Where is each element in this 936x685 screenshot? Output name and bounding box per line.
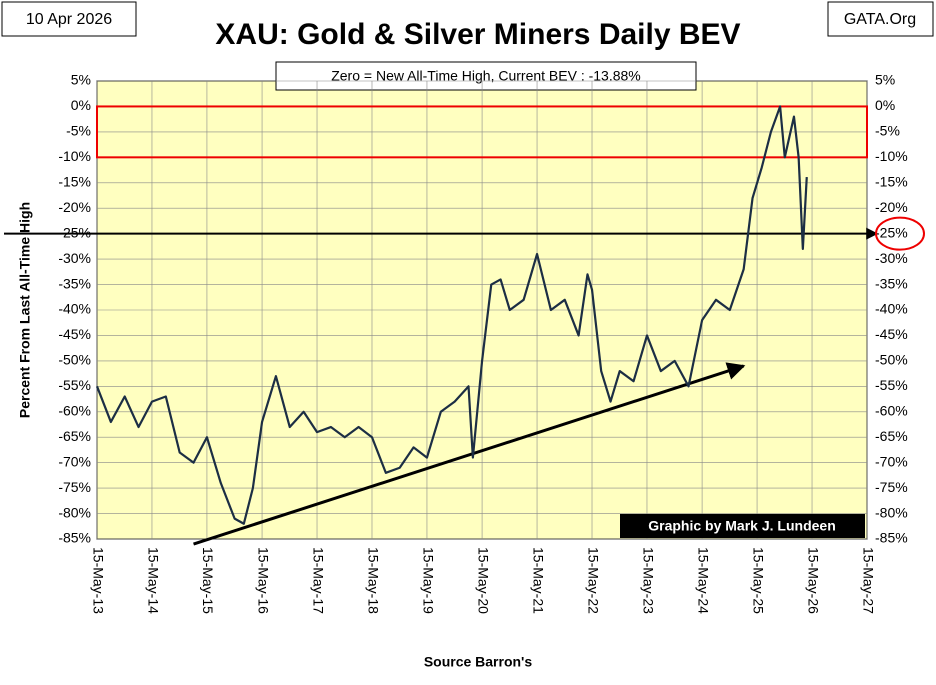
- y-tick-label: -85%: [58, 530, 91, 546]
- y-tick-label: -25%: [58, 224, 91, 240]
- y2-tick-label: -15%: [875, 173, 908, 189]
- x-tick-label: 15-May-24: [695, 547, 711, 614]
- x-axis-label: Source Barron's: [424, 654, 533, 670]
- y-tick-label: -30%: [58, 250, 91, 266]
- credit-box: [620, 514, 865, 538]
- x-tick-label: 15-May-23: [640, 547, 656, 614]
- x-tick-label: 15-May-15: [200, 547, 216, 614]
- y2-tick-label: -85%: [875, 530, 908, 546]
- y2-tick-label: -50%: [875, 352, 908, 368]
- y-tick-label: 0%: [71, 97, 91, 113]
- y2-tick-label: -30%: [875, 250, 908, 266]
- y-tick-label: -20%: [58, 199, 91, 215]
- highlight-band: [96, 105, 868, 159]
- y-tick-label: 5%: [71, 72, 91, 88]
- y2-tick-label: -55%: [875, 377, 908, 393]
- y2-tick-label: -80%: [875, 504, 908, 520]
- x-tick-label: 15-May-16: [255, 547, 271, 614]
- y2-tick-label: -5%: [875, 123, 900, 139]
- reference-circle: [875, 216, 925, 251]
- x-tick-label: 15-May-25: [750, 547, 766, 614]
- y-tick-label: -60%: [58, 402, 91, 418]
- y-tick-label: -80%: [58, 504, 91, 520]
- y-tick-label: -5%: [66, 123, 91, 139]
- y2-tick-label: -25%: [875, 224, 908, 240]
- y-tick-label: -55%: [58, 377, 91, 393]
- y2-tick-label: -45%: [875, 326, 908, 342]
- y-tick-label: -70%: [58, 453, 91, 469]
- x-tick-label: 15-May-17: [310, 547, 326, 614]
- y-axis-label: Percent From Last All-Time High: [17, 202, 33, 418]
- date-box: [1, 1, 137, 37]
- y2-tick-label: 0%: [875, 97, 895, 113]
- site-box: [827, 1, 934, 37]
- y-tick-label: -65%: [58, 428, 91, 444]
- y-tick-label: -45%: [58, 326, 91, 342]
- y2-tick-label: -35%: [875, 275, 908, 291]
- y-tick-label: -50%: [58, 352, 91, 368]
- y2-tick-label: -20%: [875, 199, 908, 215]
- x-tick-label: 15-May-14: [145, 547, 161, 614]
- y2-tick-label: -40%: [875, 301, 908, 317]
- y2-tick-label: -65%: [875, 428, 908, 444]
- y2-tick-label: -75%: [875, 479, 908, 495]
- y-tick-label: -15%: [58, 173, 91, 189]
- date-label: 10 Apr 2026: [26, 11, 112, 28]
- y2-tick-label: -10%: [875, 148, 908, 164]
- y2-tick-label: -60%: [875, 402, 908, 418]
- series-line: [95, 105, 808, 525]
- source-site: GATA.Org: [844, 11, 916, 28]
- x-tick-label: 15-May-20: [475, 547, 491, 614]
- y-tick-label: -10%: [58, 148, 91, 164]
- x-tick-label: 15-May-26: [805, 547, 821, 614]
- x-tick-label: 15-May-22: [585, 547, 601, 614]
- x-tick-label: 15-May-13: [90, 547, 106, 614]
- y2-tick-label: 5%: [875, 72, 895, 88]
- x-tick-label: 15-May-18: [365, 547, 381, 614]
- x-tick-label: 15-May-27: [860, 547, 876, 614]
- x-tick-label: 15-May-21: [530, 547, 546, 614]
- y-tick-label: -75%: [58, 479, 91, 495]
- y2-tick-label: -70%: [875, 453, 908, 469]
- x-tick-label: 15-May-19: [420, 547, 436, 614]
- credit: Graphic by Mark J. Lundeen: [648, 518, 836, 534]
- chart-title: XAU: Gold & Silver Miners Daily BEV: [215, 18, 740, 51]
- y-tick-label: -35%: [58, 275, 91, 291]
- trend-arrow: [193, 362, 746, 546]
- subtitle: Zero = New All-Time High, Current BEV : …: [331, 68, 641, 84]
- subtitle-box: [275, 61, 697, 91]
- y-tick-label: -40%: [58, 301, 91, 317]
